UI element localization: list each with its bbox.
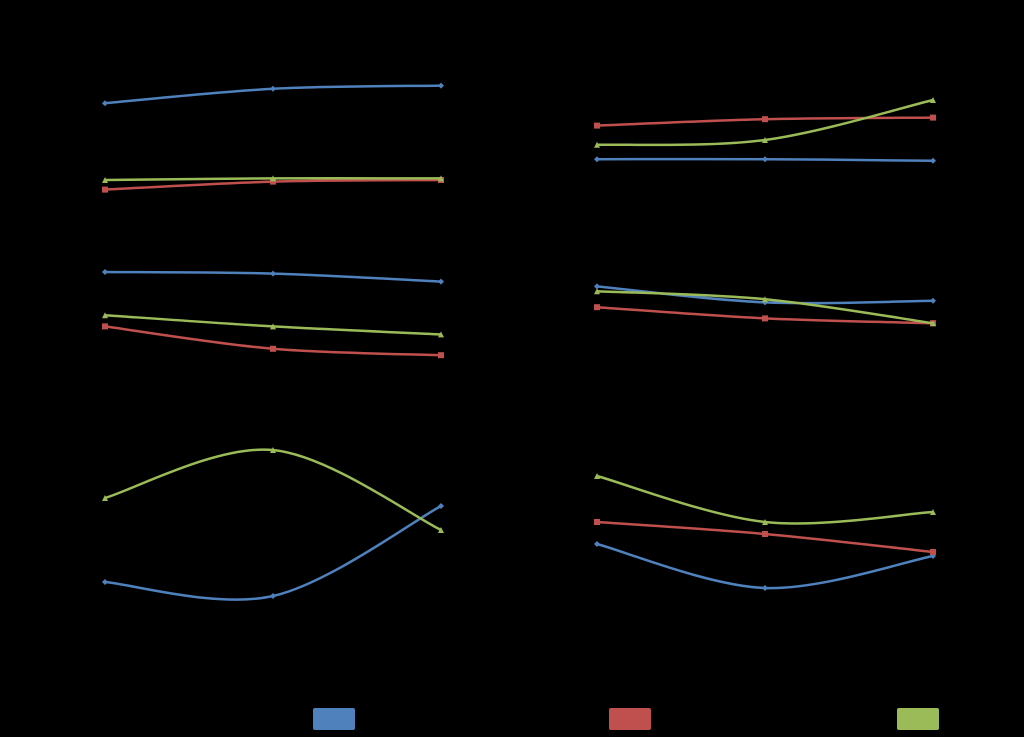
marker [594,283,600,290]
series-line [104,504,442,601]
marker [594,141,600,148]
marker [270,270,276,277]
marker [762,116,768,123]
marker [762,296,768,303]
series-line [596,542,934,590]
marker [594,156,600,163]
marker [270,345,276,352]
marker [102,579,108,585]
marker [102,100,108,107]
marker [270,178,276,185]
series-line [104,448,442,532]
marker [594,122,600,129]
marker [930,114,936,121]
marker [438,331,444,338]
marker [438,175,444,182]
marker [594,519,600,525]
legend-swatch [897,708,939,730]
marker [270,85,276,92]
marker [762,531,768,537]
marker [438,352,444,359]
marker [102,186,108,193]
marker [270,447,276,453]
marker [930,157,936,164]
marker [930,297,936,304]
marker [594,304,600,311]
marker [762,156,768,163]
marker [270,175,276,182]
marker [270,593,276,599]
marker [270,323,276,330]
marker [102,495,108,501]
legend-swatch [609,708,651,730]
marker [762,519,768,525]
marker [930,509,936,515]
marker [102,177,108,183]
series-line [596,474,934,525]
marker [102,312,108,319]
marker [762,585,768,591]
marker [438,278,444,285]
marker [438,503,444,509]
marker [594,541,600,547]
marker [594,288,600,295]
marker [594,473,600,479]
legend-swatch [313,708,355,730]
marker [102,323,108,330]
marker [930,97,936,103]
marker [762,315,768,322]
marker [438,82,444,89]
marker [102,269,108,275]
marker [438,527,444,533]
marker [930,549,936,555]
marker [762,137,768,143]
marker [930,320,936,327]
